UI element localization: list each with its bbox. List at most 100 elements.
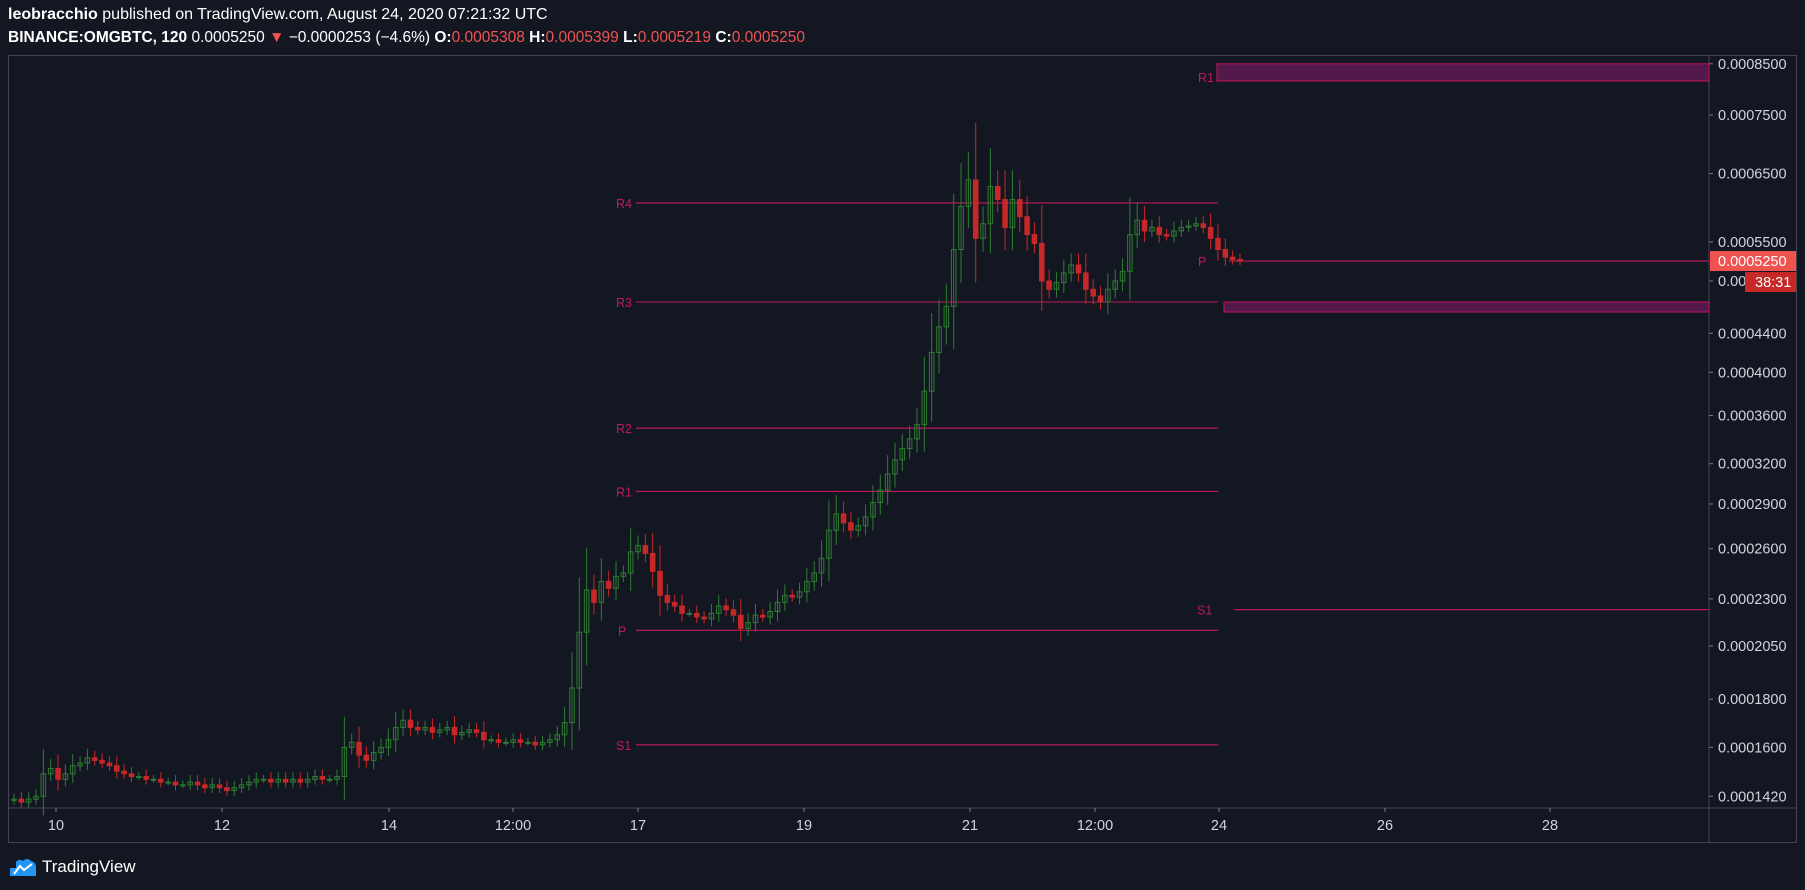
candle-body <box>180 784 186 787</box>
candle-body <box>407 719 414 728</box>
low-label: L: <box>623 29 638 46</box>
candle-body <box>1178 226 1185 232</box>
candle-body <box>392 726 399 741</box>
price-axis-label: 0.0002900 <box>1718 497 1787 513</box>
candle-body <box>1222 248 1229 258</box>
candle-body <box>811 572 817 582</box>
candle-body <box>84 757 91 764</box>
candle-body <box>1141 219 1148 232</box>
candle-body <box>936 326 942 353</box>
candle-body <box>510 739 516 743</box>
author-name[interactable]: leobracchio <box>8 6 98 23</box>
candle-body <box>906 438 913 450</box>
candle-body <box>884 473 891 491</box>
candle-body <box>348 741 355 748</box>
price-axis-label: 0.0007500 <box>1718 108 1787 124</box>
candle-body <box>268 778 274 783</box>
candle-body <box>517 739 524 743</box>
price-axis-label: 0.0004400 <box>1718 326 1787 342</box>
candle-body <box>649 552 656 572</box>
candle-body <box>870 502 876 518</box>
candle-body <box>91 757 98 761</box>
candle-body <box>1016 199 1023 218</box>
pivot-level-label: P <box>618 624 626 638</box>
price-axis-label: 0.0008500 <box>1718 57 1787 73</box>
candle-body <box>1156 226 1163 236</box>
candle-body <box>473 729 480 733</box>
price-axis-label: 0.0002600 <box>1718 542 1787 558</box>
candle-body <box>481 731 487 741</box>
current-price-text: 0.0005250 <box>1718 254 1787 270</box>
candle-body <box>1119 270 1126 282</box>
candle-body <box>1053 282 1060 290</box>
candle-body <box>627 551 634 574</box>
candle-body <box>378 746 384 754</box>
candle-body <box>1039 242 1045 282</box>
candle-body <box>679 605 685 614</box>
candle-body <box>532 741 539 746</box>
candle-body <box>246 781 252 786</box>
pivot-zone <box>1223 301 1710 313</box>
candle-body <box>782 594 788 603</box>
close-value: 0.0005250 <box>731 29 805 46</box>
symbol-info: BINANCE:OMGBTC, 120 0.0005250 ▼ −0.00002… <box>8 29 805 47</box>
candle-body <box>150 778 157 781</box>
candle-body <box>965 179 972 207</box>
publish-text: published on TradingView.com, August 24,… <box>102 6 548 23</box>
time-axis-label: 14 <box>381 818 397 834</box>
candle-body <box>598 580 605 603</box>
candle-body <box>466 729 472 733</box>
time-axis-label: 24 <box>1211 818 1227 834</box>
candle-body <box>40 773 47 797</box>
open-value: 0.0005308 <box>451 29 525 46</box>
candle-body <box>503 741 509 744</box>
candle-body <box>400 719 406 728</box>
candle-body <box>686 612 693 615</box>
candle-body <box>899 448 906 461</box>
candle-body <box>312 776 318 780</box>
candle-body <box>1002 199 1008 228</box>
candle-body <box>804 580 810 593</box>
candle-body <box>840 513 847 524</box>
candle-body <box>1127 234 1133 272</box>
candle-body <box>760 614 766 618</box>
candle-body <box>495 739 502 743</box>
pivot-level-label: R3 <box>616 296 632 310</box>
candle-body <box>224 787 230 792</box>
candle-body <box>18 798 25 803</box>
time-axis-label: 17 <box>630 818 646 834</box>
price-axis-label: 0.0001600 <box>1718 740 1787 756</box>
candle-body <box>459 731 465 736</box>
candle-body <box>826 529 832 559</box>
candle-body <box>569 687 575 724</box>
candle-body <box>745 622 751 629</box>
candle-body <box>708 612 715 620</box>
price-axis-label: 0.0001420 <box>1718 789 1787 805</box>
candle-body <box>187 781 193 786</box>
pivot-level-label: S1 <box>1197 604 1212 618</box>
candle-body <box>385 739 392 748</box>
candle-body <box>767 611 773 618</box>
candle-body <box>128 773 135 778</box>
candle-body <box>1083 272 1089 290</box>
candle-body <box>1068 264 1074 274</box>
publish-info: leobracchio published on TradingView.com… <box>8 6 548 24</box>
candle-body <box>1031 234 1038 244</box>
price-axis-label: 0.0003200 <box>1718 457 1787 473</box>
candle-body <box>877 489 884 504</box>
time-axis-label: 12:00 <box>495 818 531 834</box>
chart-frame[interactable] <box>8 55 1797 843</box>
candle-body <box>370 752 377 761</box>
candle-body <box>818 557 825 574</box>
tradingview-brand: TradingView <box>42 857 136 876</box>
candle-body <box>796 591 803 598</box>
price-axis-label: 0.0001800 <box>1718 692 1787 708</box>
time-axis-label: 26 <box>1377 818 1393 834</box>
candle-body <box>488 739 494 742</box>
tradingview-footer[interactable]: TradingView <box>8 855 136 879</box>
candle-body <box>47 767 54 775</box>
down-arrow-icon: ▼ <box>269 29 285 46</box>
candle-body <box>657 570 663 596</box>
candle-body <box>892 459 898 475</box>
